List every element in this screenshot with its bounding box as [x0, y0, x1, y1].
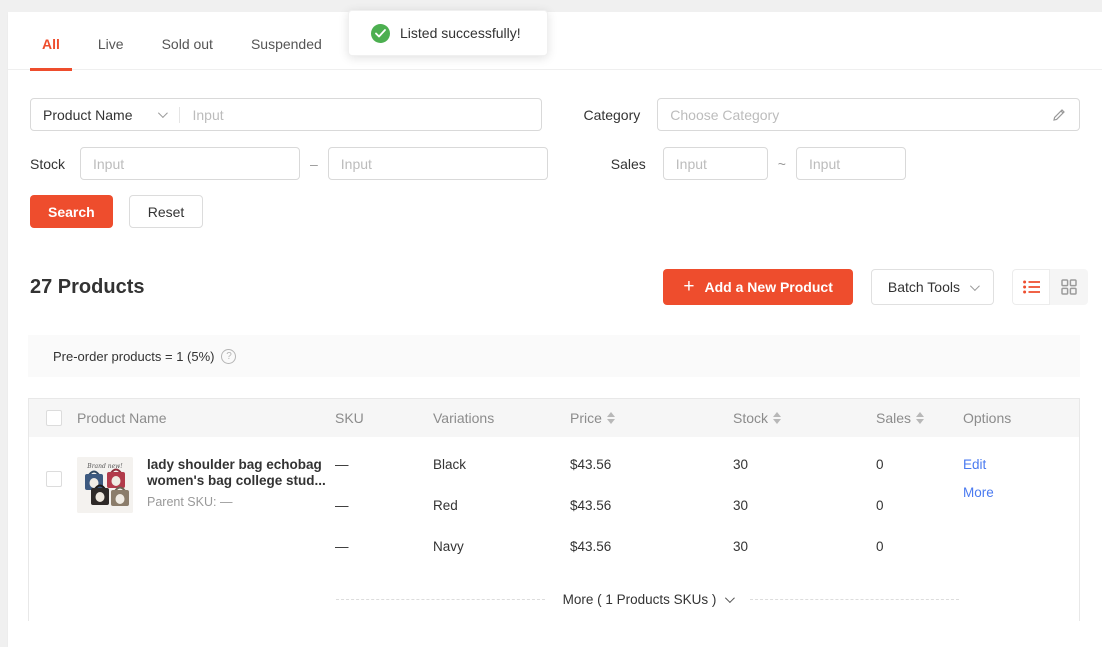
stock-to-input[interactable] [329, 148, 547, 179]
stock-from-field [80, 147, 300, 180]
product-thumbnail[interactable]: Brand new! [77, 457, 133, 513]
more-link[interactable]: More [963, 485, 1079, 500]
col-options: Options [963, 410, 1079, 426]
col-variations: Variations [433, 410, 570, 426]
tab-all[interactable]: All [30, 18, 72, 70]
content-card: All Live Sold out Suspended De Product N… [8, 12, 1102, 647]
product-name[interactable]: lady shoulder bag echobag women's bag co… [147, 457, 333, 489]
keyword-type-select[interactable]: Product Name [31, 107, 179, 123]
category-field[interactable] [657, 98, 1080, 131]
pencil-icon [1051, 107, 1067, 123]
sales-to-input[interactable] [797, 148, 905, 179]
reset-button[interactable]: Reset [129, 195, 204, 228]
variant-stock: 30 [733, 539, 876, 580]
filter-actions: Search Reset [8, 180, 1102, 228]
sales-range-separator: ~ [778, 156, 786, 172]
stock-range-separator: – [310, 156, 318, 172]
grid-view-button[interactable] [1050, 269, 1088, 305]
plus-icon: + [683, 277, 694, 296]
variant-sku: — [335, 457, 433, 498]
toast-message: Listed successfully! [400, 25, 521, 41]
select-all-checkbox[interactable] [46, 410, 62, 426]
expand-skus-row: More ( 1 Products SKUs ) [29, 580, 1079, 621]
stock-label: Stock [30, 156, 64, 172]
batch-tools-button[interactable]: Batch Tools [871, 269, 994, 305]
stock-to-field [328, 147, 548, 180]
col-product-name: Product Name [77, 410, 335, 426]
add-product-button[interactable]: + Add a New Product [663, 269, 852, 305]
sales-from-field [663, 147, 768, 180]
check-circle-icon [371, 24, 390, 43]
sort-icon [916, 412, 924, 424]
variant-name: Black [433, 457, 570, 498]
status-tabbar: All Live Sold out Suspended De [8, 12, 1102, 70]
chevron-down-icon [158, 108, 168, 118]
category-input[interactable] [658, 99, 1045, 130]
variant-price: $43.56 [570, 539, 733, 580]
tab-suspended[interactable]: Suspended [239, 18, 334, 70]
variant-price: $43.56 [570, 498, 733, 539]
filter-section: Product Name Category Stock [8, 70, 1102, 180]
category-label: Category [542, 107, 640, 123]
row-checkbox[interactable] [46, 471, 62, 487]
list-view-icon [1023, 280, 1040, 294]
edit-link[interactable]: Edit [963, 457, 1079, 472]
variant-sku: — [335, 498, 433, 539]
sales-to-field [796, 147, 906, 180]
products-table: Product Name SKU Variations Price Stock … [28, 398, 1080, 621]
sort-icon [773, 412, 781, 424]
keyword-type-value: Product Name [43, 107, 132, 123]
help-icon[interactable]: ? [221, 349, 236, 364]
success-toast: Listed successfully! [348, 10, 548, 56]
variant-sales: 0 [876, 539, 963, 580]
sales-label: Sales [548, 156, 646, 172]
add-product-label: Add a New Product [705, 279, 833, 295]
col-sales-sort[interactable]: Sales [876, 410, 963, 426]
keyword-search-field: Product Name [30, 98, 542, 131]
preorder-notice-text: Pre-order products = 1 (5%) [53, 349, 214, 364]
variant-stock: 30 [733, 498, 876, 539]
view-toggle [1012, 269, 1088, 305]
expand-skus-button[interactable]: More ( 1 Products SKUs ) [563, 592, 733, 607]
variant-stock: 30 [733, 457, 876, 498]
preorder-notice: Pre-order products = 1 (5%) ? [28, 335, 1080, 377]
sort-icon [607, 412, 615, 424]
chevron-down-icon [725, 593, 735, 603]
table-header: Product Name SKU Variations Price Stock … [29, 399, 1079, 437]
tab-live[interactable]: Live [86, 18, 136, 70]
dashed-divider [750, 599, 959, 600]
col-stock-sort[interactable]: Stock [733, 410, 876, 426]
table-row: Brand new! [29, 437, 1079, 580]
col-sku: SKU [335, 410, 433, 426]
variant-price: $43.56 [570, 457, 733, 498]
batch-tools-label: Batch Tools [888, 279, 960, 295]
keyword-input[interactable] [180, 99, 541, 130]
sales-from-input[interactable] [664, 148, 767, 179]
stock-from-input[interactable] [81, 148, 299, 179]
variant-sku: — [335, 539, 433, 580]
parent-sku: Parent SKU: — [147, 495, 333, 509]
products-toolbar: 27 Products + Add a New Product Batch To… [8, 228, 1102, 305]
variant-sales: 0 [876, 457, 963, 498]
variant-name: Red [433, 498, 570, 539]
variant-name: Navy [433, 539, 570, 580]
variant-sales: 0 [876, 498, 963, 539]
dashed-divider [336, 599, 545, 600]
col-price-sort[interactable]: Price [570, 410, 733, 426]
chevron-down-icon [970, 281, 980, 291]
search-button[interactable]: Search [30, 195, 113, 228]
page-title: 27 Products [30, 276, 144, 299]
tab-sold-out[interactable]: Sold out [150, 18, 225, 70]
list-view-button[interactable] [1012, 269, 1050, 305]
grid-view-icon [1061, 279, 1077, 295]
